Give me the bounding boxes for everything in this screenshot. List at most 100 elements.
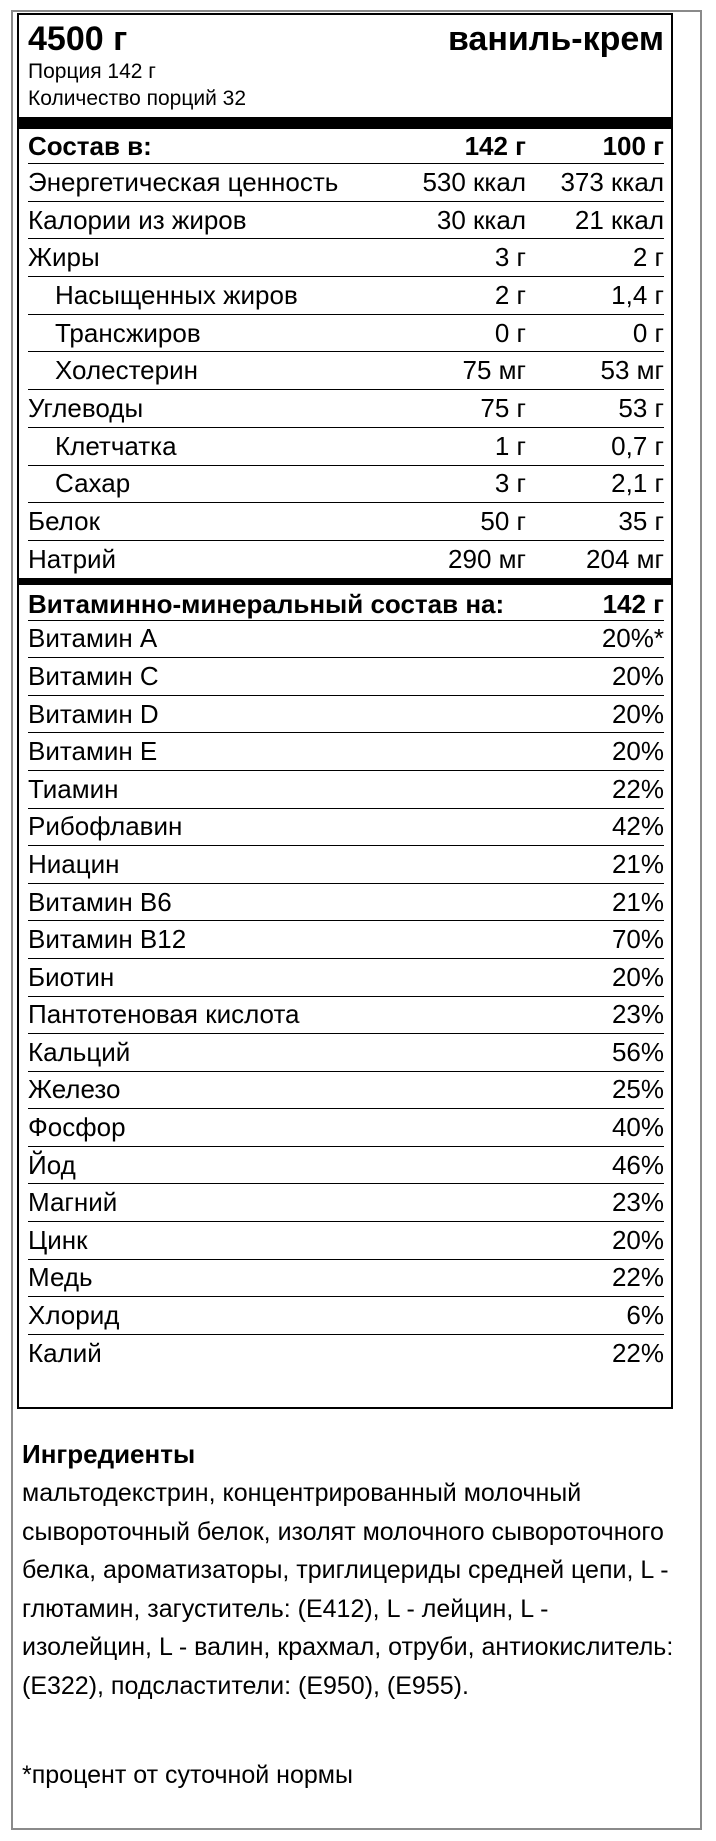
nutrition-row: Холестерин 75 мг 53 мг [28,352,664,391]
nutrition-row: Насыщенных жиров 2 г 1,4 г [28,277,664,315]
vitamin-name: Калий [28,1337,102,1368]
ingredients-section: Ингредиенты мальтодекстрин, концентриров… [22,1438,682,1705]
vitamin-name: Витамин А [28,623,158,654]
vitamin-row: Йод 46% [28,1147,664,1185]
vitamin-percent: 42% [611,811,664,842]
vitamin-name: Витамин С [28,660,159,691]
vitamin-percent: 56% [611,1036,664,1067]
vitamin-row: Кальций 56% [28,1034,664,1072]
vitamin-name: Железо [28,1074,121,1105]
vitamin-name: Йод [28,1149,76,1180]
vitamin-percent: 6% [626,1300,664,1331]
ingredients-title: Ингредиенты [22,1439,196,1469]
vitamin-rows: Витамин А 20%* Витамин С 20% Витамин D 20% Вит… [28,621,664,1372]
ingredients-text: мальтодекстрин, концентрированный молочн… [22,1479,674,1700]
nutrient-value-per-100g: 373 ккал [560,166,664,197]
product-card [11,10,702,1830]
vitamin-percent: 20% [611,736,664,767]
vitamin-name: Витамин В12 [28,924,187,955]
vitamin-name: Фосфор [28,1112,126,1143]
vitamin-row: Витамин В6 21% [28,884,664,922]
vitamin-name: Ниацин [28,848,120,879]
vitamin-row: Витамин В12 70% [28,921,664,959]
vitamins-header-row: Витаминно-минеральный состав на: 142 г [28,585,664,621]
vitamin-percent: 46% [611,1149,664,1180]
nutrition-row: Сахар 3 г 2,1 г [28,466,664,504]
vitamin-row: Витамин D 20% [28,696,664,734]
vitamin-percent: 22% [611,1262,664,1293]
nutrient-value-per-100g: 2 г [632,242,664,273]
nutrition-row: Углеводы 75 г 53 г [28,390,664,428]
vitamin-row: Витамин С 20% [28,658,664,696]
nutrient-value-per-serving: 2 г [494,279,526,310]
vitamin-row: Биотин 20% [28,959,664,997]
nutrient-value-per-100g: 21 ккал [574,204,664,235]
package-weight: 4500 г [28,20,128,58]
nutrient-name: Сахар [55,468,131,499]
nutrient-value-per-serving: 50 г [480,506,526,537]
nutrition-facts-panel: 4500 г ваниль-крем Порция 142 г Количест… [17,13,673,1409]
vitamin-percent: 23% [611,999,664,1030]
nutrition-row: Белок 50 г 35 г [28,503,664,541]
product-header: 4500 г ваниль-крем [28,20,664,58]
nutrient-name: Натрий [28,543,117,574]
vitamin-row: Тиамин 22% [28,771,664,809]
vitamin-row: Витамин Е 20% [28,733,664,771]
nutrient-name: Энергетическая ценность [28,166,339,197]
nutrient-value-per-100g: 0,7 г [611,430,664,461]
nutrition-header-col2: 100 г [602,130,664,161]
nutrition-rows: Энергетическая ценность 530 ккал 373 ккал К… [28,164,664,578]
vitamin-row: Железо 25% [28,1072,664,1110]
nutrient-name: Клетчатка [55,430,177,461]
nutrition-row: Клетчатка 1 г 0,7 г [28,428,664,466]
vitamin-percent: 20%* [601,623,664,654]
vitamin-name: Витамин В6 [28,886,172,917]
vitamin-percent: 22% [611,1337,664,1368]
vitamin-name: Биотин [28,961,115,992]
nutrient-name: Холестерин [55,355,198,386]
nutrient-value-per-100g: 1,4 г [611,279,664,310]
vitamin-name: Витамин Е [28,736,158,767]
vitamin-row: Хлорид 6% [28,1297,664,1335]
vitamin-name: Тиамин [28,773,119,804]
medium-divider [19,577,671,585]
flavor-name: ваниль-крем [447,20,664,58]
nutrient-value-per-serving: 290 мг [448,543,526,574]
vitamin-percent: 20% [611,961,664,992]
nutrient-value-per-serving: 3 г [494,242,526,273]
vitamin-name: Кальций [28,1036,131,1067]
nutrition-header-label: Состав в: [28,130,152,161]
nutrient-value-per-100g: 35 г [618,506,664,537]
nutrient-value-per-100g: 53 г [618,392,664,423]
servings-count: Количество порций 32 [28,87,247,110]
nutrient-value-per-serving: 1 г [494,430,526,461]
nutrient-value-per-100g: 53 мг [600,355,664,386]
vitamin-row: Витамин А 20%* [28,621,664,659]
vitamin-name: Хлорид [28,1300,120,1331]
nutrient-name: Калории из жиров [28,204,247,235]
serving-size: Порция 142 г [28,60,156,83]
nutrient-value-per-serving: 75 мг [462,355,526,386]
nutrition-row: Натрий 290 мг 204 мг [28,541,664,578]
vitamin-row: Ниацин 21% [28,846,664,884]
nutrition-row: Энергетическая ценность 530 ккал 373 ккал [28,164,664,202]
vitamin-name: Рибофлавин [28,811,183,842]
nutrient-value-per-serving: 530 ккал [422,166,526,197]
vitamin-row: Цинк 20% [28,1222,664,1260]
vitamin-percent: 40% [611,1112,664,1143]
vitamin-percent: 23% [611,1187,664,1218]
vitamin-name: Пантотеновая кислота [28,999,300,1030]
vitamins-header-col: 142 г [602,588,664,619]
nutrient-value-per-serving: 0 г [494,317,526,348]
nutrition-row: Калории из жиров 30 ккал 21 ккал [28,202,664,240]
nutrient-value-per-serving: 3 г [494,468,526,499]
nutrition-header-col1: 142 г [464,130,526,161]
nutrient-value-per-100g: 2,1 г [611,468,664,499]
vitamin-row: Рибофлавин 42% [28,809,664,847]
vitamin-percent: 25% [611,1074,664,1105]
nutrition-row: Трансжиров 0 г 0 г [28,315,664,353]
nutrient-value-per-serving: 75 г [480,392,526,423]
vitamin-percent: 20% [611,660,664,691]
footnote: *процент от суточной нормы [22,1761,353,1789]
vitamin-percent: 20% [611,698,664,729]
